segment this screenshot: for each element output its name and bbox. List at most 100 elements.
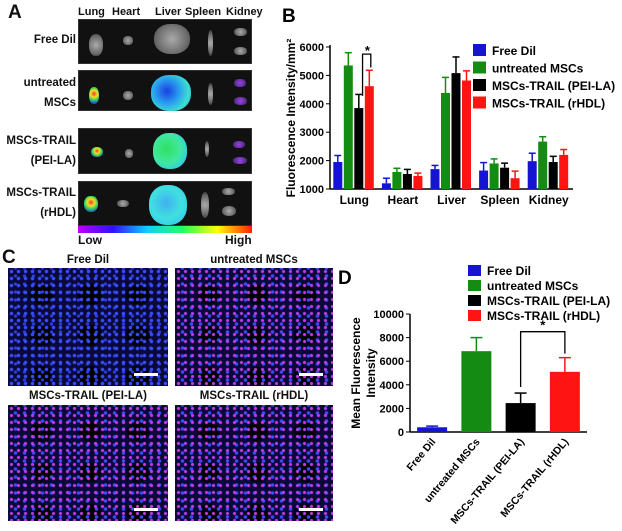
organ-image-free-dil bbox=[78, 19, 252, 64]
bar bbox=[430, 169, 440, 189]
scale-bar bbox=[299, 373, 323, 376]
x-tick-label: MSCs-TRAIL (PEI-LA) bbox=[448, 436, 526, 526]
organ-kidney: Kidney bbox=[226, 6, 263, 18]
micrograph-pei-la bbox=[8, 405, 168, 521]
micrograph-free-dil bbox=[8, 268, 168, 386]
bar bbox=[527, 161, 537, 189]
bar bbox=[451, 73, 461, 189]
significance-star: * bbox=[365, 43, 371, 58]
organ-image-pei-la bbox=[78, 128, 252, 174]
organ-image-rhdl bbox=[78, 181, 252, 226]
bar bbox=[392, 171, 402, 189]
legend-swatch bbox=[473, 79, 486, 91]
bar bbox=[479, 170, 489, 189]
panel-label-b: B bbox=[282, 6, 296, 27]
micrograph-label-free-dil: Free Dil bbox=[66, 254, 110, 266]
y-tick-label: 4000 bbox=[300, 99, 324, 111]
panel-label-a: A bbox=[8, 2, 22, 23]
bar bbox=[343, 65, 353, 189]
legend-swatch bbox=[473, 61, 486, 74]
panel-label-c: C bbox=[2, 247, 16, 268]
bar bbox=[417, 427, 448, 432]
bar bbox=[548, 162, 558, 189]
legend-label: MSCs-TRAIL (rHDL) bbox=[492, 97, 605, 111]
significance-star: * bbox=[540, 318, 546, 333]
significance-bracket bbox=[519, 331, 566, 388]
bar bbox=[462, 80, 471, 189]
legend-label: untreated MSCs bbox=[492, 62, 584, 76]
bar bbox=[549, 371, 580, 432]
micrograph-label-pei-la: MSCs-TRAIL (PEI-LA) bbox=[29, 390, 147, 402]
legend-label: Free Dil bbox=[487, 264, 531, 278]
panel-label-d: D bbox=[338, 268, 352, 289]
micrograph-rhdl bbox=[175, 405, 333, 521]
organ-heart: Heart bbox=[112, 6, 141, 18]
row-label-line: Free Dil bbox=[33, 34, 76, 46]
y-tick-label: 5000 bbox=[300, 70, 324, 82]
row-label-line: untreated bbox=[23, 77, 76, 89]
y-tick-label: 8000 bbox=[380, 333, 404, 345]
y-tick-label: 4000 bbox=[380, 380, 404, 392]
legend-label: MSCs-TRAIL (rHDL) bbox=[487, 309, 600, 323]
bar bbox=[381, 183, 391, 189]
bar bbox=[354, 108, 364, 189]
bar bbox=[441, 93, 450, 189]
scale-bar bbox=[134, 373, 158, 376]
y-tick-label: 3000 bbox=[300, 127, 324, 139]
micrograph-label-rhdl: MSCs-TRAIL (rHDL) bbox=[199, 390, 309, 402]
micrograph-untreated bbox=[175, 268, 333, 386]
x-tick-label: Kidney bbox=[529, 193, 569, 207]
row-label-rhdl: MSCs-TRAIL (rHDL) bbox=[0, 183, 76, 223]
y-tick-label: 0 bbox=[398, 427, 404, 439]
scale-low-label: Low bbox=[78, 233, 102, 247]
legend-swatch bbox=[468, 265, 481, 276]
bar bbox=[461, 351, 492, 432]
organ-spleen: Spleen bbox=[185, 6, 222, 18]
y-tick-label: 1000 bbox=[300, 184, 324, 196]
y-axis-label: Mean FluorescenceIntensity bbox=[349, 317, 378, 429]
x-tick-label: Liver bbox=[437, 193, 466, 207]
y-axis-label-line: Intensity bbox=[364, 348, 378, 398]
legend-label: MSCs-TRAIL (PEI-LA) bbox=[492, 79, 615, 93]
x-tick-label: Lung bbox=[340, 193, 369, 207]
micrograph-label-untreated: untreated MSCs bbox=[210, 254, 298, 266]
y-axis-label: Fluorescence Intensity/mm² bbox=[284, 39, 298, 198]
row-label-line: MSCs bbox=[44, 97, 76, 109]
legend-swatch bbox=[468, 310, 481, 321]
row-label-untreated: untreated MSCs bbox=[0, 73, 76, 113]
y-tick-label: 10000 bbox=[373, 309, 404, 321]
organ-lung: Lung bbox=[78, 6, 105, 18]
scale-bar bbox=[134, 508, 158, 511]
row-label-pei-la: MSCs-TRAIL (PEI-LA) bbox=[0, 131, 76, 171]
legend-swatch bbox=[473, 44, 486, 56]
intensity-colorbar bbox=[78, 226, 252, 233]
x-tick-label: Free Dil bbox=[404, 436, 438, 473]
legend-swatch bbox=[473, 96, 486, 109]
bar bbox=[505, 403, 536, 432]
bar bbox=[510, 178, 520, 189]
y-tick-label: 6000 bbox=[300, 42, 324, 54]
legend-swatch bbox=[468, 280, 481, 291]
row-label-line: (PEI-LA) bbox=[30, 155, 76, 167]
bar bbox=[402, 173, 412, 189]
legend-label: Free Dil bbox=[492, 44, 536, 58]
row-label-line: MSCs-TRAIL bbox=[6, 187, 76, 199]
row-label-free-dil: Free Dil bbox=[0, 30, 76, 50]
row-label-line: MSCs-TRAIL bbox=[6, 135, 76, 147]
significance-bracket bbox=[361, 53, 372, 96]
legend-label: MSCs-TRAIL (PEI-LA) bbox=[487, 294, 610, 308]
organ-image-untreated bbox=[78, 70, 252, 111]
bar bbox=[413, 175, 423, 189]
bar bbox=[500, 167, 510, 189]
scale-bar bbox=[299, 508, 323, 511]
organ-liver: Liver bbox=[155, 6, 182, 18]
bar bbox=[538, 141, 548, 189]
bar bbox=[364, 86, 374, 189]
legend-label: untreated MSCs bbox=[487, 279, 579, 293]
x-tick-label: Heart bbox=[388, 193, 419, 207]
y-tick-label: 6000 bbox=[380, 356, 404, 368]
y-tick-label: 2000 bbox=[300, 156, 324, 168]
bar bbox=[559, 154, 569, 189]
y-axis-label-line: Mean Fluorescence bbox=[349, 317, 363, 429]
